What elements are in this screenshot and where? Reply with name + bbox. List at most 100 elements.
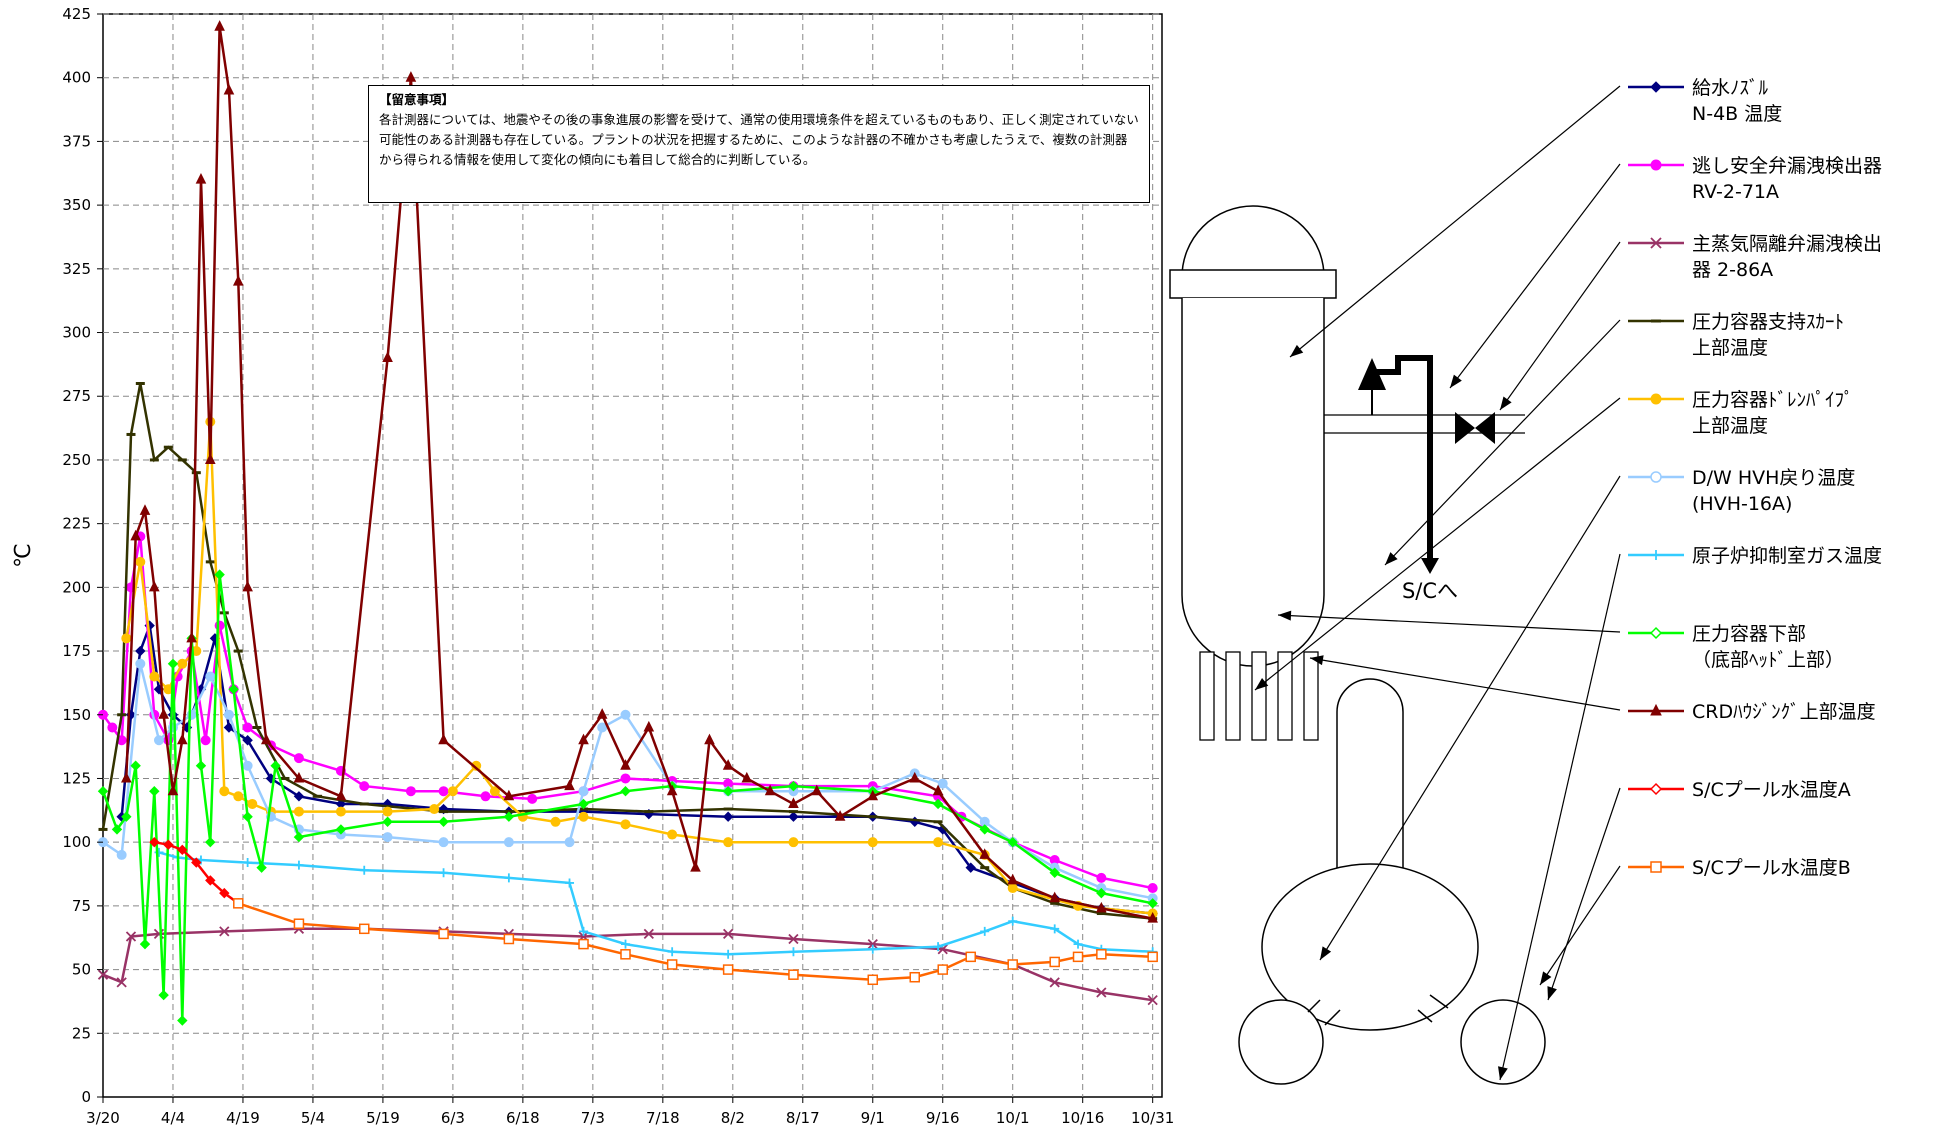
data-point — [176, 733, 188, 745]
data-point — [503, 933, 515, 945]
data-point — [243, 858, 253, 868]
data-point — [149, 671, 160, 682]
data-point — [233, 791, 244, 802]
caution-note-box: 【留意事項】 各計測器については、地震やその後の事象進展の影響を受けて、通常の使… — [368, 85, 1150, 203]
y-tick-label: 200 — [62, 578, 91, 596]
data-point — [1049, 977, 1060, 988]
data-point — [256, 862, 267, 873]
leader-line — [1277, 614, 1621, 633]
data-point — [1650, 471, 1662, 483]
data-point — [503, 811, 515, 822]
data-point — [335, 789, 347, 801]
suppression-chamber-right — [1460, 999, 1546, 1085]
data-point — [1007, 959, 1018, 970]
leader-line — [1499, 241, 1621, 411]
data-point — [1650, 703, 1662, 716]
data-point — [1096, 949, 1107, 960]
data-point — [621, 939, 631, 949]
data-point — [722, 759, 734, 770]
data-point — [722, 786, 734, 797]
data-point — [666, 959, 678, 970]
data-point — [223, 709, 234, 720]
data-point — [1050, 924, 1060, 934]
data-point — [219, 926, 230, 937]
legend-entry: 給水ﾉｽﾞﾙ N-4B 温度 — [1628, 77, 1782, 125]
data-point — [1096, 901, 1107, 913]
x-tick-label: 6/18 — [506, 1109, 540, 1127]
legend-label-line2: 上部温度 — [1692, 415, 1768, 437]
data-point — [741, 771, 753, 783]
y-tick-label: 400 — [62, 69, 91, 87]
data-point — [933, 820, 943, 824]
data-point — [620, 773, 631, 784]
data-point — [117, 713, 127, 717]
data-point — [620, 786, 631, 797]
data-point — [564, 779, 575, 791]
y-tick-label: 100 — [62, 833, 91, 851]
y-tick-label: 0 — [81, 1088, 91, 1106]
data-point — [578, 798, 589, 810]
connector-right — [1417, 994, 1449, 1023]
data-point — [153, 735, 164, 746]
data-point — [219, 887, 230, 899]
data-point — [620, 709, 631, 720]
data-point — [980, 926, 990, 936]
legend-label: D/W HVH戻り温度 — [1692, 467, 1855, 489]
data-point — [620, 819, 631, 830]
data-point — [438, 786, 449, 797]
x-tick-label: 10/1 — [996, 1109, 1030, 1127]
data-point — [578, 811, 589, 822]
data-point — [438, 928, 449, 940]
legend-label: 原子炉抑制室ガス温度 — [1692, 545, 1882, 567]
y-tick-label: 150 — [62, 706, 91, 724]
legend-label: CRDﾊｳｼﾞﾝｸﾞ上部温度 — [1692, 701, 1876, 723]
data-point — [205, 875, 216, 886]
series-9 — [121, 20, 1158, 923]
leader-arrowhead — [1498, 1066, 1508, 1080]
x-tick-label: 5/19 — [366, 1109, 400, 1127]
data-point — [1147, 951, 1158, 963]
data-point — [121, 771, 132, 783]
leader-arrowhead — [1278, 610, 1292, 621]
legend-label: 圧力容器支持ｽｶｰﾄ — [1692, 311, 1844, 333]
data-point — [1072, 951, 1084, 963]
data-point — [158, 989, 169, 1001]
x-tick-label: 9/1 — [861, 1109, 885, 1127]
data-point — [97, 969, 109, 980]
data-point — [405, 786, 416, 797]
data-point — [1650, 81, 1662, 93]
data-point — [149, 786, 160, 797]
data-point — [232, 274, 244, 286]
data-point — [405, 71, 417, 82]
data-point — [335, 806, 346, 817]
crd-housing — [1225, 651, 1241, 741]
data-point — [965, 862, 976, 873]
data-point — [620, 949, 631, 960]
y-tick-label: 275 — [62, 387, 91, 405]
legend-entry: 圧力容器ﾄﾞﾚﾝﾊﾟｲﾌﾟ 上部温度 — [1628, 389, 1854, 437]
data-point — [644, 810, 654, 814]
data-point — [868, 815, 878, 819]
data-point — [242, 811, 253, 822]
isolation-valve-right — [1475, 412, 1495, 444]
x-tick-label: 4/19 — [226, 1109, 260, 1127]
series-layer — [97, 20, 1158, 1026]
x-tick-label: 9/16 — [926, 1109, 960, 1127]
y-tick-label: 50 — [72, 961, 91, 979]
data-point — [382, 816, 393, 827]
data-point — [186, 631, 197, 643]
data-point — [135, 556, 146, 567]
data-point — [788, 933, 799, 945]
data-point — [909, 771, 921, 783]
y-axis-label: ℃ — [11, 543, 36, 568]
leader-line — [1384, 319, 1621, 566]
reactor-diagram: S/Cへ — [1169, 85, 1621, 1085]
data-point — [1049, 867, 1060, 878]
data-point — [107, 722, 118, 733]
data-point — [764, 784, 776, 796]
data-point — [111, 824, 123, 835]
data-point — [690, 861, 701, 872]
